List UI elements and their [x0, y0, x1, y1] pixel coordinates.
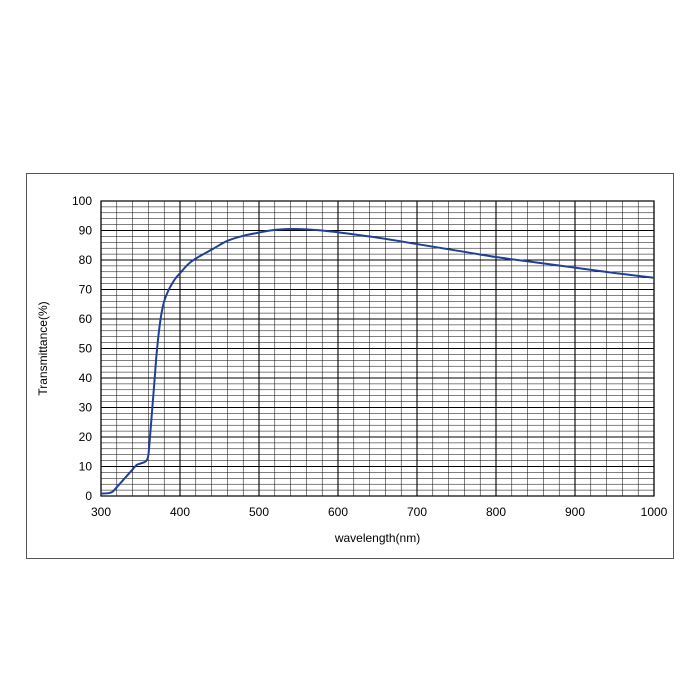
y-tick-label: 100 [72, 194, 92, 208]
y-axis-label: Transmittance(%) [36, 301, 50, 395]
y-tick-label: 10 [79, 460, 93, 474]
x-tick-label: 700 [407, 505, 427, 519]
y-tick-label: 50 [79, 342, 93, 356]
x-tick-label: 1000 [641, 505, 668, 519]
x-tick-label: 500 [249, 505, 269, 519]
chart-frame: 300 400 500 600 700 800 900 1000 0 10 20 30 40 50 60 7… [26, 173, 674, 559]
x-tick-label: 900 [565, 505, 585, 519]
x-tick-labels: 300 400 500 600 700 800 900 1000 [91, 505, 668, 519]
plot-border [100, 200, 655, 497]
x-tick-label: 300 [91, 505, 111, 519]
y-tick-labels: 0 10 20 30 40 50 60 70 80 90 100 [72, 194, 92, 503]
y-tick-label: 40 [79, 371, 93, 385]
x-axis-label: wavelength(nm) [334, 531, 420, 545]
series-line-transmittance [100, 227, 655, 495]
y-tick-label: 90 [79, 224, 93, 238]
y-tick-label: 0 [85, 489, 92, 503]
chart: 300 400 500 600 700 800 900 1000 0 10 20 30 40 50 60 7… [36, 194, 668, 545]
x-tick-label: 600 [328, 505, 348, 519]
y-tick-label: 60 [79, 312, 93, 326]
y-tick-label: 20 [79, 430, 93, 444]
y-tick-label: 30 [79, 401, 93, 415]
y-tick-label: 70 [79, 283, 93, 297]
y-tick-label: 80 [79, 253, 93, 267]
major-grid [100, 200, 655, 497]
x-tick-label: 800 [486, 505, 506, 519]
x-tick-label: 400 [170, 505, 190, 519]
